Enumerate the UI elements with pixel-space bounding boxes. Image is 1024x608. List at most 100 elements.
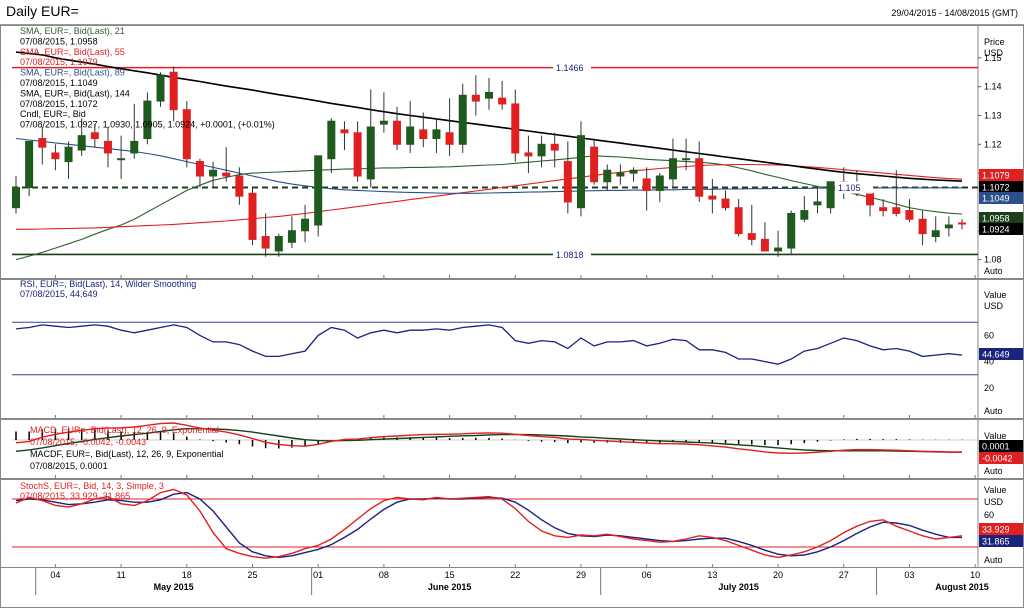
candle-body (905, 210, 914, 220)
candle-body (419, 129, 428, 140)
candle-body (12, 187, 20, 209)
price-tag-1.0924: 1.0924 (979, 223, 1023, 235)
price-legend-line: 07/08/2015, 1.0958 (20, 36, 98, 46)
stoch-tag-0-bg (979, 523, 1023, 535)
candle-body (51, 152, 60, 160)
candle-body (708, 195, 717, 200)
candle-body (747, 233, 756, 240)
price-axis-title: Price (984, 37, 1005, 47)
price-legend-line: SMA, EUR=, Bid(Last), 55 (20, 47, 125, 57)
sma-line-1 (16, 163, 963, 230)
hline-label: 1.0818 (556, 250, 584, 260)
x-day-label: 13 (707, 570, 717, 580)
candle-body (892, 207, 901, 214)
x-month-label: June 2015 (428, 582, 472, 592)
x-day-label: 27 (839, 570, 849, 580)
candle-body (169, 71, 178, 111)
candle-body (485, 91, 493, 99)
candle-body (379, 120, 388, 125)
price-tag-1.1079-text: 1.1079 (982, 171, 1010, 181)
rsi-tick-label: 60 (984, 330, 994, 340)
candle-body (603, 169, 612, 183)
price-legend-line: 07/08/2015, 1.1072 (20, 99, 98, 109)
rsi-line (15, 324, 963, 365)
candle-body (182, 109, 191, 160)
price-axis-unit: USD (984, 48, 1004, 58)
price-tick-label: 1.12 (984, 139, 1002, 149)
candle-body (340, 129, 349, 134)
candle-body (366, 126, 375, 180)
candle-body (445, 132, 454, 145)
candle-body (209, 169, 218, 177)
chart-header: Daily EUR= 29/04/2015 - 14/08/2015 (GMT) (0, 0, 1024, 25)
candle-body (222, 172, 231, 177)
stoch-axis-title: Value (984, 485, 1006, 495)
candle-body (77, 135, 86, 151)
price-legend-line: SMA, EUR=, Bid(Last), 144 (20, 88, 130, 98)
candle-body (944, 224, 953, 229)
x-day-label: 25 (247, 570, 257, 580)
candle-body (314, 155, 323, 226)
candle-body (800, 210, 809, 220)
candle-body (274, 236, 283, 252)
candle-body (235, 175, 244, 197)
candle-body (458, 94, 467, 145)
x-day-label: 04 (50, 570, 60, 580)
rsi-tag-text: 44.649 (982, 350, 1010, 360)
rsi-tag: 44.649 (979, 348, 1023, 360)
stoch-tag-1-text: 31.865 (982, 537, 1010, 547)
rsi-legend-value: 07/08/2015, 44.649 (20, 289, 98, 299)
macd-tag-0: 0.0001 (979, 440, 1023, 452)
stoch-k-line (15, 488, 963, 559)
stoch-axis-unit: USD (984, 497, 1004, 507)
price-tag-1.0958: 1.0958 (979, 212, 1023, 224)
stoch-auto-label: Auto (984, 555, 1003, 565)
candle-body (760, 238, 769, 252)
price-tag-1.0924-bg (979, 223, 1023, 235)
candle-body (682, 158, 691, 161)
candle-body (734, 207, 743, 235)
candle-body (432, 129, 441, 140)
candle-body (590, 146, 599, 183)
price-tag-1.1072-text: 1.1072 (982, 183, 1010, 193)
candle-body (826, 181, 835, 209)
candle-body (958, 222, 966, 225)
price-tick-label: 1.14 (984, 82, 1002, 92)
candle-body (261, 236, 270, 249)
rsi-legend-name: RSI, EUR=, Bid(Last), 14, Wilder Smoothi… (20, 279, 196, 289)
candle-body (550, 143, 559, 151)
candle-body (866, 192, 875, 206)
macd-legend-value: 07/08/2015, -0.0042, -0.0043 (30, 437, 146, 447)
candle-body (576, 135, 585, 209)
candle-body (471, 94, 480, 102)
sma-line-0 (15, 155, 963, 261)
rsi-auto-label: Auto (984, 406, 1003, 416)
x-month-label: August 2015 (935, 582, 989, 592)
candle-body (25, 140, 34, 189)
stoch-legend-name: StochS, EUR=, Bid, 14, 3, Simple, 3 (20, 481, 164, 491)
x-day-label: 18 (182, 570, 192, 580)
price-tag-1.1072: 1.1072 (979, 181, 1023, 193)
price-tag-1.1049-text: 1.1049 (982, 194, 1010, 204)
x-day-label: 20 (773, 570, 783, 580)
stoch-tag-1: 31.865 (979, 535, 1023, 547)
sma-line-3 (15, 51, 963, 182)
price-tag-1.0958-text: 1.0958 (982, 214, 1010, 224)
stoch-tag-0: 33.929 (979, 523, 1023, 535)
stoch-tick-label: 60 (984, 510, 994, 520)
candle-body (393, 120, 402, 145)
candle-body (117, 158, 126, 161)
candle-body (90, 132, 99, 140)
price-tag-1.1072-bg (979, 181, 1023, 193)
x-day-label: 01 (313, 570, 323, 580)
price-legend-line: 07/08/2015, 1.1049 (20, 78, 98, 88)
candle-body (498, 97, 507, 105)
macd-legend-name: MACD, EUR=, Bid(Last), 12, 26, 9, Expone… (30, 425, 219, 435)
candle-body (64, 146, 73, 163)
candle-body (879, 207, 888, 212)
macd-tag-1: -0.0042 (979, 452, 1023, 464)
x-month-label: July 2015 (718, 582, 759, 592)
candle-body (931, 230, 940, 238)
macd-tag-0-text: 0.0001 (982, 442, 1010, 452)
